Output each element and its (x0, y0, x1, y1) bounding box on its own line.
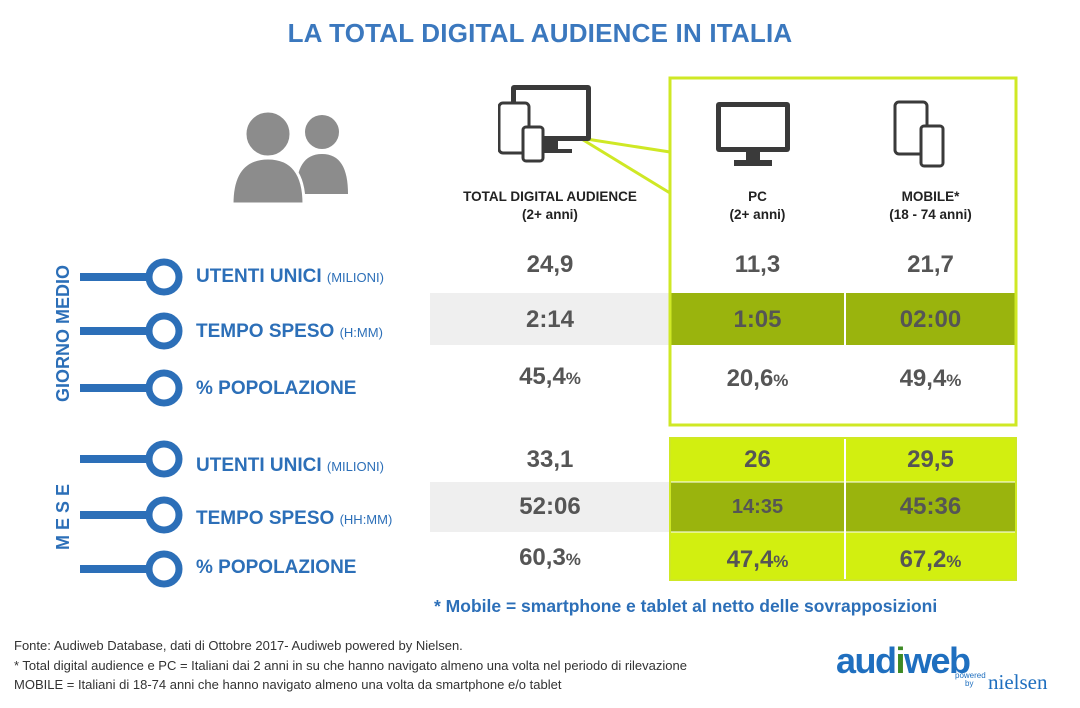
row-label-unit: (MILIONI) (326, 459, 384, 474)
row-label-day-pct: % POPOLAZIONE (196, 378, 356, 400)
mobile-devices-icon (893, 100, 945, 168)
cell-month-pct-total: 60,3% (519, 544, 581, 571)
column-header-pc: PC (2+ anni) (670, 188, 845, 224)
cell-day-time-mobile: 02:00 (899, 306, 962, 333)
column-header-mobile: MOBILE* (18 - 74 anni) (845, 188, 1016, 224)
cell-month-time-mobile: 45:36 (899, 493, 962, 520)
source-line: Fonte: Audiweb Database, dati di Ottobre… (14, 638, 463, 653)
column-title: PC (748, 189, 767, 204)
people-icon (230, 109, 348, 204)
row-label-month-time: TEMPO SPESO (HH:MM) (196, 508, 392, 530)
row-label-month-users: UTENTI UNICI (MILIONI) (196, 455, 384, 477)
row-label-day-time: TEMPO SPESO (H:MM) (196, 321, 383, 343)
row-label-month-pct: % POPOLAZIONE (196, 557, 356, 579)
row-label-text: UTENTI UNICI (196, 266, 322, 287)
row-label-text: TEMPO SPESO (196, 321, 335, 342)
band-gray-day-time (430, 293, 670, 345)
logo-powered-by: powered by (955, 671, 986, 688)
row-label-unit: (H:MM) (339, 325, 383, 340)
cell-day-time-total: 2:14 (525, 306, 575, 333)
column-subtitle: (2+ anni) (522, 207, 578, 222)
band-olive-month-time (670, 482, 1016, 532)
cell-month-time-total: 52:06 (519, 493, 581, 520)
column-subtitle: (2+ anni) (729, 207, 786, 222)
cell-day-pct-mobile: 49,4% (899, 365, 962, 392)
source-line: MOBILE = Italiani di 18-74 anni che hann… (14, 677, 562, 692)
cell-month-users-total: 33,1 (526, 446, 574, 473)
band-lime-month-pct (670, 532, 1016, 580)
column-subtitle: (18 - 74 anni) (889, 207, 972, 222)
cell-month-pct-pc: 47,4% (726, 546, 789, 573)
monitor-icon (716, 102, 790, 166)
cell-month-users-mobile: 29,5 (907, 446, 954, 473)
cell-day-time-pc: 1:05 (733, 306, 782, 333)
cell-day-pct-total: 45,4% (519, 363, 581, 390)
row-label-text: % POPOLAZIONE (196, 378, 357, 399)
audiweb-logo: audiweb (836, 640, 971, 681)
row-label-unit: (HH:MM) (339, 512, 393, 527)
page-title: LA TOTAL DIGITAL AUDIENCE IN ITALIA (287, 18, 793, 48)
mobile-footnote: * Mobile = smartphone e tablet al netto … (434, 596, 938, 616)
cell-month-users-pc: 26 (744, 446, 771, 473)
nielsen-logo: nielsen (988, 670, 1048, 694)
cell-month-pct-mobile: 67,2% (899, 546, 962, 573)
row-label-text: UTENTI UNICI (196, 455, 322, 476)
cell-day-users-pc: 11,3 (734, 251, 781, 278)
cell-month-time-pc: 14:35 (731, 496, 784, 518)
cell-day-pct-pc: 20,6% (726, 365, 789, 392)
row-label-day-users: UTENTI UNICI (MILIONI) (196, 266, 384, 288)
cell-day-users-mobile: 21,7 (907, 251, 954, 278)
column-header-total: TOTAL DIGITAL AUDIENCE (2+ anni) (430, 188, 670, 224)
row-label-text: TEMPO SPESO (196, 508, 335, 529)
row-label-unit: (MILIONI) (326, 270, 384, 285)
column-title: TOTAL DIGITAL AUDIENCE (463, 189, 637, 204)
row-connectors (80, 258, 183, 588)
band-lime-month-users (670, 438, 1016, 482)
cell-day-users-total: 24,9 (526, 251, 574, 278)
band-gray-month-time (430, 482, 670, 532)
row-label-text: % POPOLAZIONE (196, 557, 357, 578)
devices-icon (498, 85, 591, 163)
band-olive-day-time (670, 293, 1016, 345)
column-title: MOBILE* (901, 189, 960, 204)
source-line: * Total digital audience e PC = Italiani… (14, 658, 687, 673)
